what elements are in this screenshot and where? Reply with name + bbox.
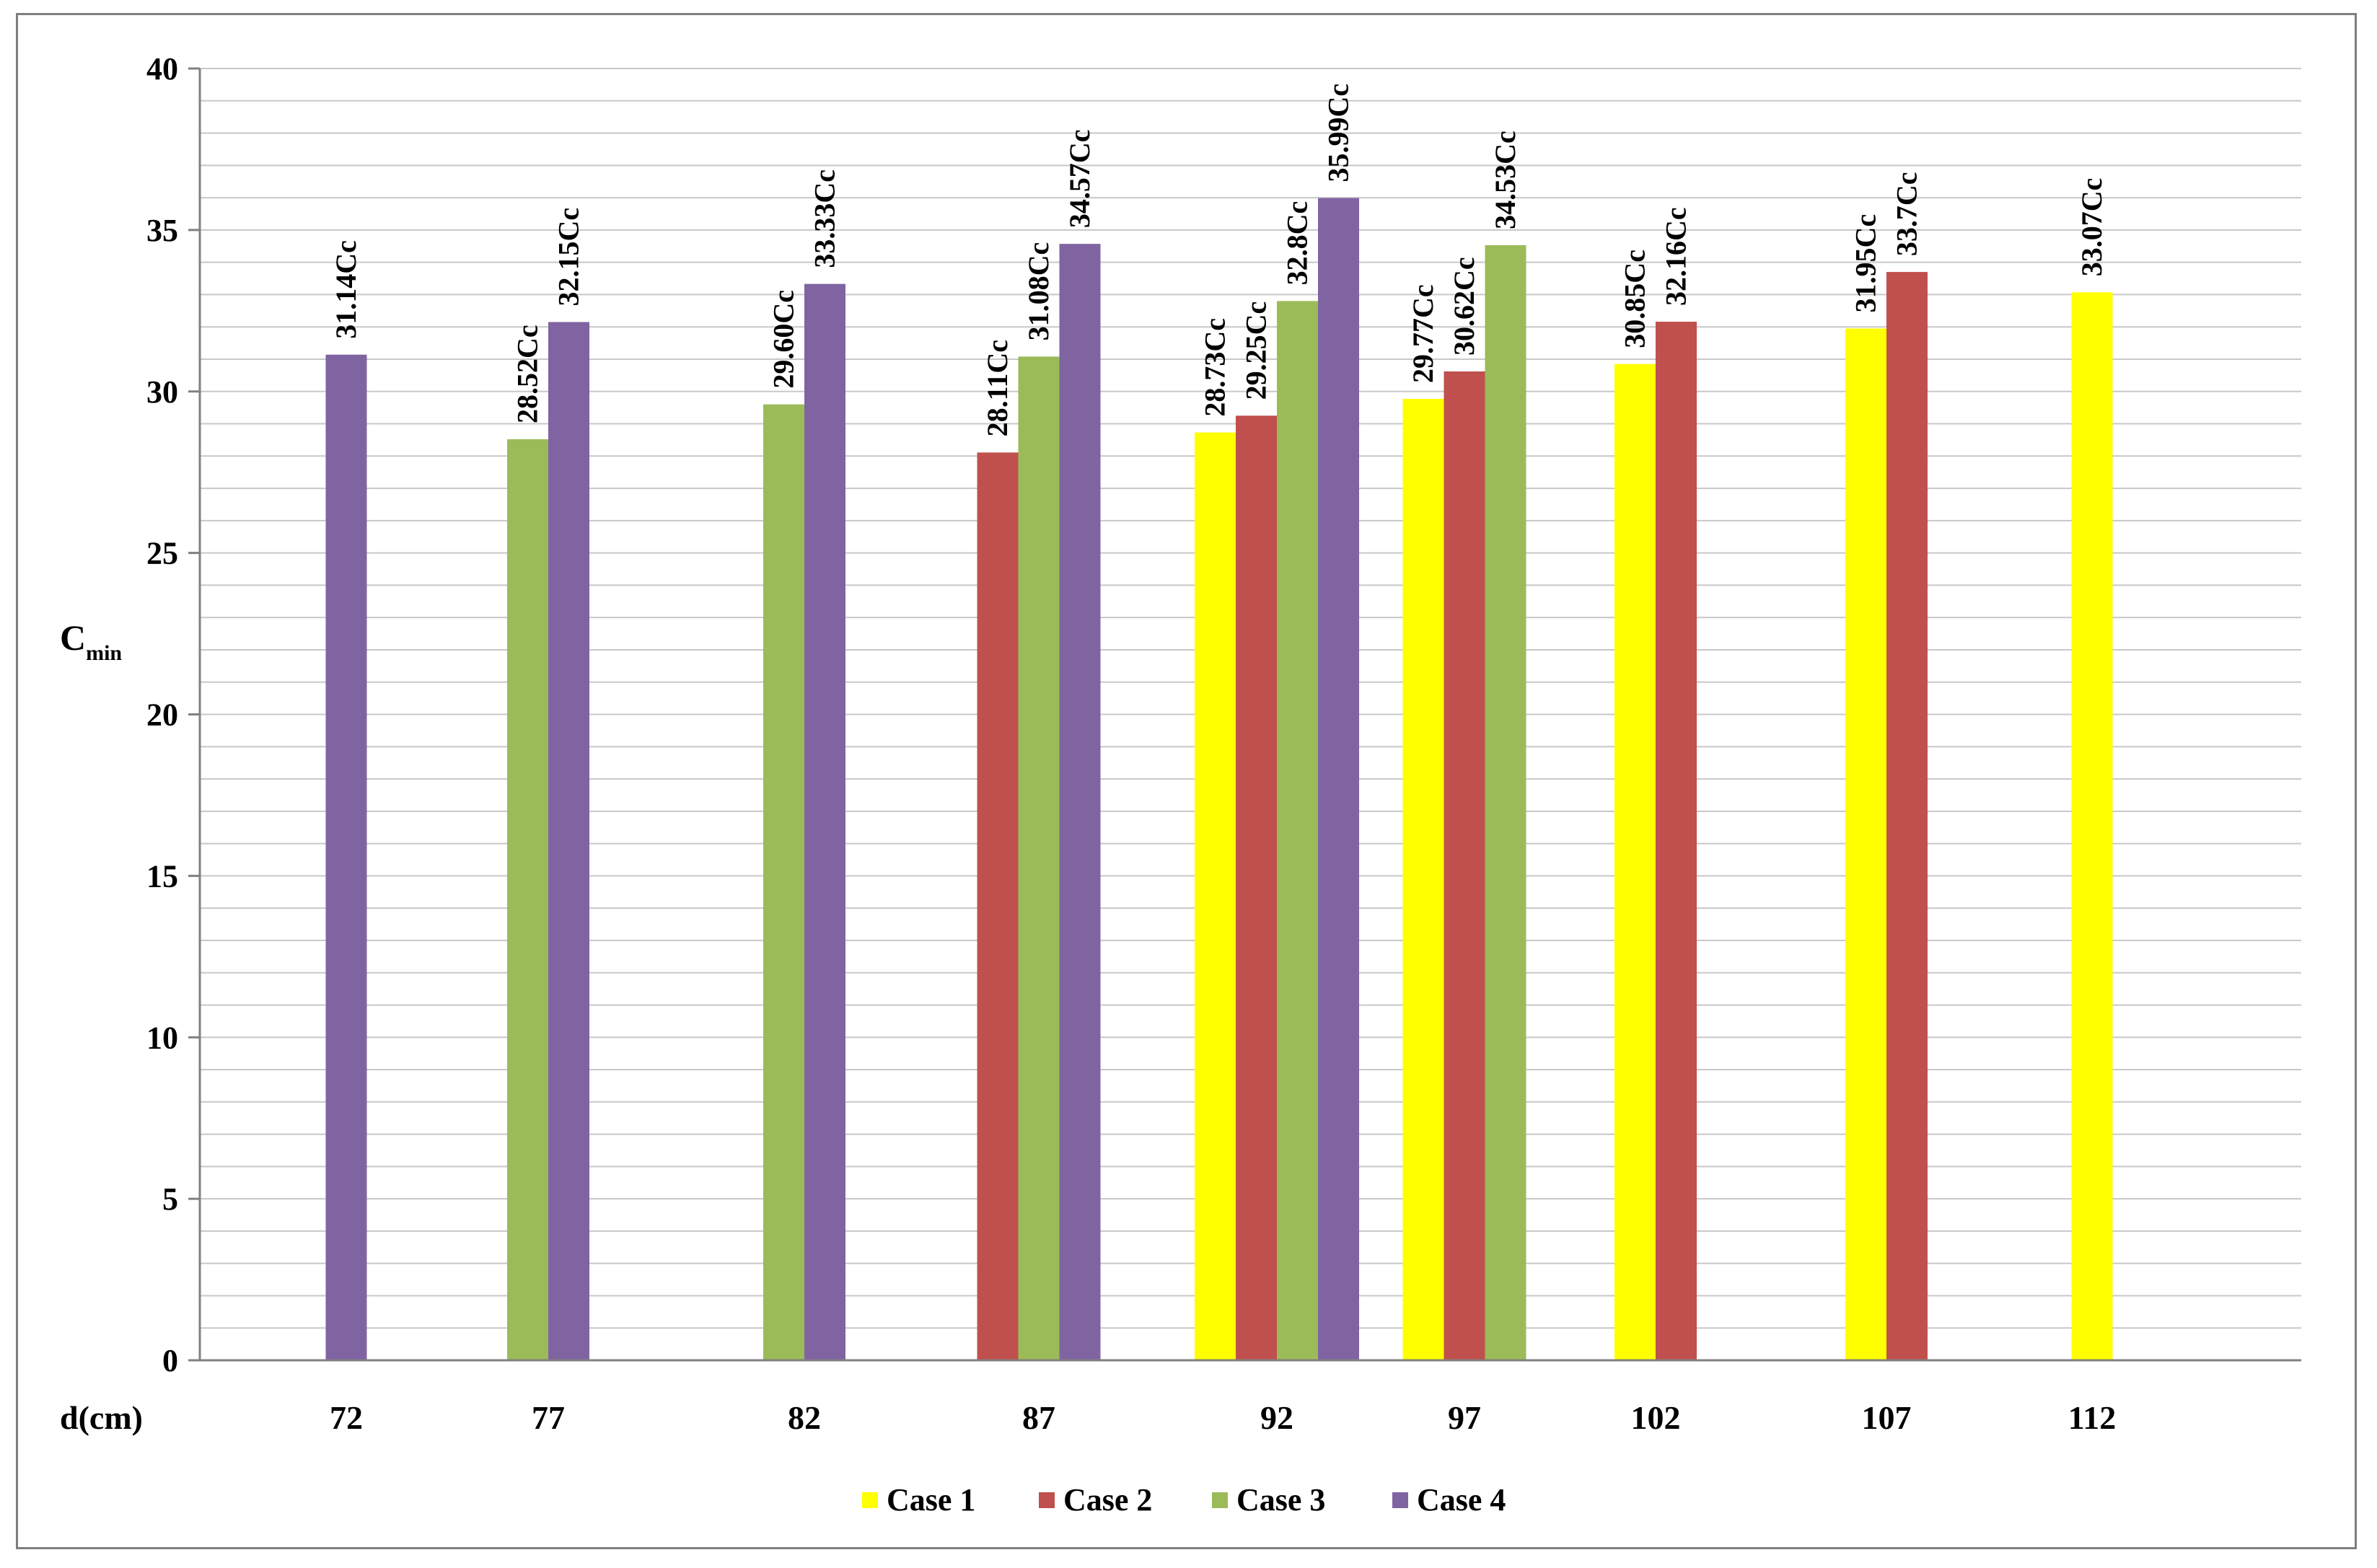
bar (2071, 292, 2113, 1360)
x-tick-label: 72 (330, 1399, 363, 1436)
data-label: 28.11Cc (981, 340, 1014, 436)
data-label: 31.95Cc (1850, 214, 1882, 313)
data-label: 31.08Cc (1022, 242, 1055, 341)
data-label: 31.14Cc (330, 240, 362, 339)
bar-chart: 31.14Cc 28.52Cc 32.15Cc 29.60Cc 33.33Cc 28.11… (60, 51, 2301, 1518)
x-tick-label: 97 (1448, 1399, 1481, 1436)
x-tick-label: 82 (788, 1399, 821, 1436)
y-tick-label: 10 (146, 1020, 178, 1055)
y-tick-label: 35 (146, 213, 178, 248)
legend-swatch (1392, 1492, 1408, 1508)
bar (1886, 272, 1928, 1360)
bar (1236, 415, 1277, 1360)
y-tick-labels: 0 5 10 15 20 25 30 35 40 (146, 51, 178, 1378)
legend-label: Case 1 (887, 1482, 975, 1518)
data-label: 35.99Cc (1322, 84, 1355, 182)
data-label: 33.07Cc (2075, 178, 2108, 277)
bar (763, 404, 804, 1361)
data-label: 32.16Cc (1660, 207, 1692, 306)
bar (977, 452, 1019, 1360)
data-label: 34.57Cc (1063, 129, 1096, 228)
data-label: 30.85Cc (1619, 250, 1651, 348)
data-label: 33.7Cc (1891, 172, 1923, 256)
y-tick-label: 25 (146, 536, 178, 571)
data-label: 28.52Cc (511, 325, 544, 423)
bar (1277, 301, 1318, 1360)
y-tick-label: 0 (162, 1343, 178, 1378)
data-label: 32.8Cc (1281, 201, 1314, 286)
bar (1656, 322, 1697, 1360)
data-label: 29.60Cc (768, 290, 800, 389)
bar (325, 354, 367, 1360)
bar (1614, 364, 1656, 1360)
bar (1318, 198, 1359, 1360)
x-axis-label: d(cm) (60, 1399, 143, 1436)
x-tick-label: 102 (1631, 1399, 1681, 1436)
bar (804, 283, 845, 1360)
data-label: 29.77Cc (1407, 284, 1439, 383)
x-tick-labels: 72 77 82 87 92 97 102 107 112 (330, 1399, 2116, 1436)
legend-label: Case 3 (1236, 1482, 1325, 1518)
bar (1845, 328, 1886, 1361)
y-tick-label: 30 (146, 374, 178, 410)
y-tick-label: 20 (146, 697, 178, 733)
data-label: 30.62Cc (1448, 257, 1480, 356)
data-label: 29.25Cc (1240, 301, 1273, 400)
legend-label: Case 2 (1063, 1482, 1152, 1518)
bar (1485, 245, 1526, 1361)
legend-swatch (1212, 1492, 1228, 1508)
bar (1195, 432, 1236, 1360)
bar (1059, 244, 1101, 1361)
bars (325, 198, 2113, 1361)
data-label: 32.15Cc (553, 208, 585, 307)
y-tick-label: 15 (146, 858, 178, 894)
data-labels: 31.14Cc 28.52Cc 32.15Cc 29.60Cc 33.33Cc 28.11… (330, 84, 2108, 436)
bar (548, 322, 589, 1360)
y-axis-label: Cmin (60, 617, 122, 665)
legend-swatch (862, 1492, 878, 1508)
data-label: 34.53Cc (1489, 131, 1521, 229)
x-tick-label: 107 (1862, 1399, 1912, 1436)
bar (1018, 356, 1060, 1360)
data-label: 33.33Cc (809, 169, 841, 268)
legend-swatch (1039, 1492, 1055, 1508)
chart-frame: 31.14Cc 28.52Cc 32.15Cc 29.60Cc 33.33Cc 28.11… (16, 13, 2357, 1549)
y-tick-label: 5 (162, 1181, 178, 1217)
x-tick-label: 77 (532, 1399, 565, 1436)
x-tick-label: 112 (2068, 1399, 2116, 1436)
legend: Case 1 Case 2 Case 3 Case 4 (862, 1482, 1506, 1518)
y-tick-label: 40 (146, 51, 178, 87)
data-label: 28.73Cc (1199, 318, 1231, 417)
legend-label: Case 4 (1417, 1482, 1506, 1518)
bar (1444, 371, 1485, 1360)
bar (1402, 399, 1444, 1360)
x-tick-label: 92 (1260, 1399, 1293, 1436)
bar (507, 439, 548, 1360)
x-tick-label: 87 (1022, 1399, 1055, 1436)
axes (188, 67, 2301, 1362)
